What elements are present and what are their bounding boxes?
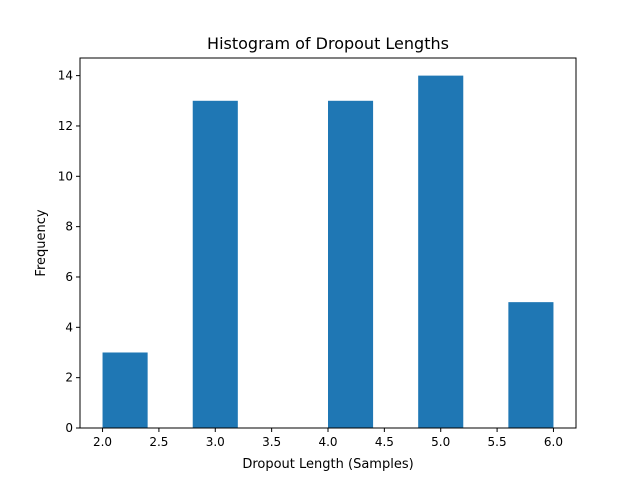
y-axis-ticks: 0 2 4 6 8 10 12 14 bbox=[58, 69, 80, 435]
x-axis-ticks: 2.0 2.5 3.0 3.5 4.0 4.5 5.0 5.5 6.0 bbox=[93, 428, 563, 449]
bars-group bbox=[102, 75, 554, 428]
y-axis-label: Frequency bbox=[34, 209, 49, 276]
x-axis-label: Dropout Length (Samples) bbox=[242, 457, 413, 472]
y-tick-label: 8 bbox=[65, 220, 73, 234]
x-tick-label: 5.5 bbox=[488, 435, 507, 449]
x-tick-label: 3.0 bbox=[206, 435, 225, 449]
histogram-bar-7 bbox=[418, 75, 464, 428]
y-tick-label: 4 bbox=[65, 320, 73, 334]
x-tick-label: 4.0 bbox=[318, 435, 337, 449]
histogram-bar-5 bbox=[328, 100, 374, 428]
y-tick-label: 10 bbox=[58, 169, 73, 183]
y-tick-label: 14 bbox=[58, 69, 73, 83]
y-tick-label: 0 bbox=[65, 421, 73, 435]
histogram-bar-9 bbox=[508, 302, 554, 428]
y-tick-label: 6 bbox=[65, 270, 73, 284]
x-tick-label: 6.0 bbox=[544, 435, 563, 449]
x-tick-label: 4.5 bbox=[375, 435, 394, 449]
histogram-bar-0 bbox=[102, 352, 148, 428]
x-tick-label: 5.0 bbox=[431, 435, 450, 449]
x-tick-label: 3.5 bbox=[262, 435, 281, 449]
x-tick-label: 2.5 bbox=[149, 435, 168, 449]
histogram-bar-2 bbox=[192, 100, 238, 428]
x-tick-label: 2.0 bbox=[93, 435, 112, 449]
chart-title: Histogram of Dropout Lengths bbox=[207, 34, 449, 53]
y-tick-label: 12 bbox=[58, 119, 73, 133]
y-tick-label: 2 bbox=[65, 371, 73, 385]
